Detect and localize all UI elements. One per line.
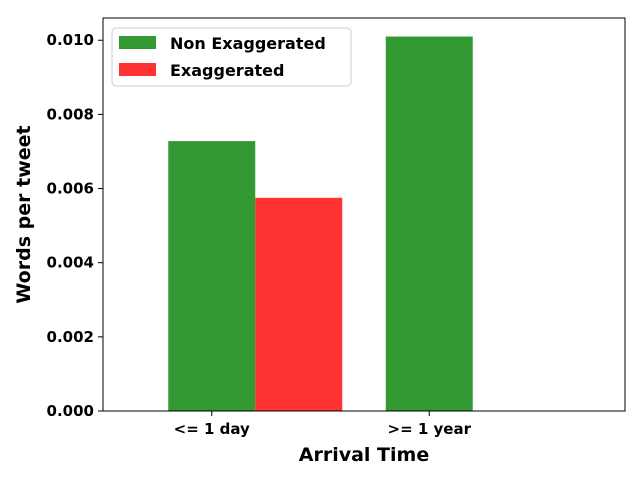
y-tick-label: 0.010 — [47, 31, 94, 49]
bar-non-exaggerated-1 — [385, 36, 473, 412]
bar-exaggerated-0 — [255, 197, 343, 411]
x-axis-ticks: <= 1 day >= 1 year — [174, 411, 472, 438]
x-axis-label: Arrival Time — [299, 444, 429, 466]
legend-label-non-exaggerated: Non Exaggerated — [170, 34, 326, 53]
y-tick-label: 0.000 — [47, 402, 94, 420]
bars-group — [168, 36, 473, 412]
y-axis-label: Words per tweet — [13, 125, 35, 303]
legend: Non Exaggerated Exaggerated — [111, 27, 352, 87]
axes-frame — [102, 17, 626, 412]
y-tick-label: 0.006 — [47, 180, 94, 198]
x-tick-label: <= 1 day — [174, 420, 250, 438]
y-tick-label: 0.008 — [47, 105, 94, 123]
legend-label-exaggerated: Exaggerated — [170, 61, 284, 80]
bar-non-exaggerated-0 — [168, 141, 256, 411]
y-tick-label: 0.004 — [47, 254, 94, 272]
legend-box — [111, 27, 352, 87]
x-tick-label: >= 1 year — [388, 420, 472, 438]
y-axis-ticks: 0.000 0.002 0.004 0.006 0.008 0.010 — [47, 31, 103, 420]
legend-swatch-non-exaggerated — [119, 36, 156, 49]
y-tick-label: 0.002 — [47, 328, 94, 346]
legend-swatch-exaggerated — [119, 63, 156, 76]
